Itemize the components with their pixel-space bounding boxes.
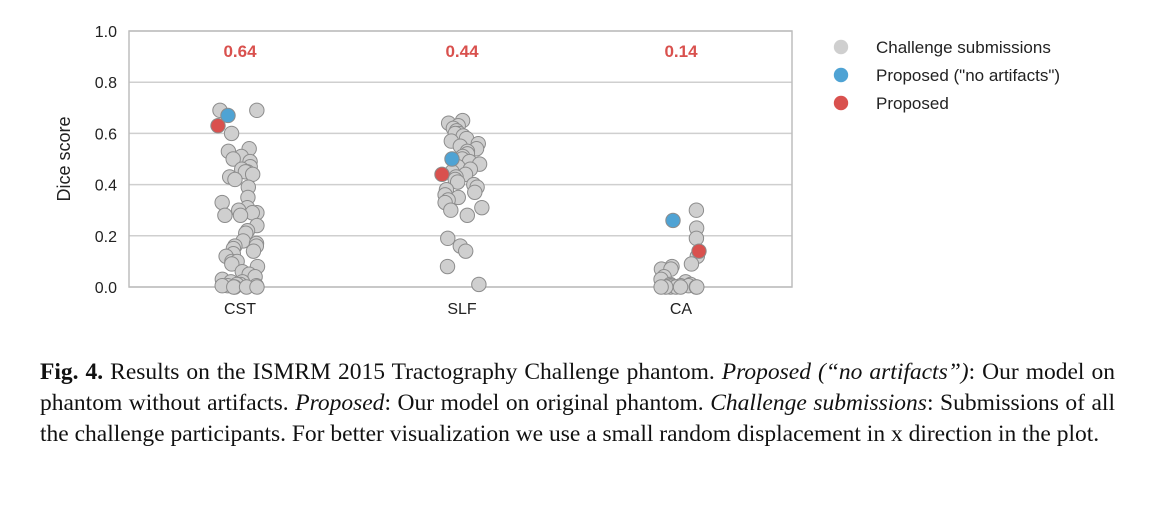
- strip-chart: 0.0 0.2 0.4 0.6 0.8 1.0 Dice score CST SLF CA 0…: [54, 24, 1060, 318]
- legend-label: Proposed ("no artifacts"): [876, 66, 1060, 85]
- challenge-submission-point: [439, 258, 456, 275]
- challenge-submission-point: [443, 202, 459, 218]
- challenge-submission-point: [459, 207, 475, 224]
- challenge-submission-point: [653, 279, 669, 295]
- x-tick-label: SLF: [447, 301, 477, 318]
- challenge-submission-point: [232, 207, 249, 224]
- x-axis: CST SLF CA: [224, 301, 692, 318]
- challenge-submission-point: [689, 279, 705, 295]
- challenge-submission-point: [217, 207, 233, 224]
- caption-text-4: : Submissions of all the challenge parti…: [40, 390, 1115, 447]
- y-tick-label: 0.2: [95, 229, 117, 246]
- challenge-submission-point: [458, 243, 474, 259]
- challenge-submission-point: [214, 194, 230, 211]
- challenge-submission-point: [244, 166, 261, 183]
- proposed-point: [691, 243, 707, 259]
- proposed-point: [210, 118, 226, 134]
- proposed-no-artifacts-point: [444, 151, 460, 167]
- caption-emphasis-1: Proposed (“no artifacts”): [721, 359, 969, 385]
- y-axis-title: Dice score: [54, 116, 74, 201]
- challenge-submission-point: [440, 230, 456, 247]
- challenge-submission-point: [226, 279, 242, 295]
- data-points: [210, 102, 707, 295]
- legend-label: Proposed: [876, 94, 949, 113]
- challenge-submission-point: [449, 174, 466, 190]
- legend-label: Challenge submissions: [876, 38, 1051, 57]
- caption-text-2: : Our model on phantom without artifacts…: [40, 359, 1115, 416]
- median-label: 0.14: [664, 42, 698, 61]
- y-tick-label: 0.0: [95, 280, 117, 297]
- x-tick-label: CST: [224, 301, 256, 318]
- legend: Challenge submissions Proposed ("no artif…: [833, 38, 1060, 113]
- proposed-no-artifacts-point: [665, 212, 681, 229]
- caption-figure-label: Fig. 4.: [40, 359, 104, 385]
- median-label: 0.64: [223, 42, 257, 61]
- y-tick-label: 0.8: [95, 75, 117, 92]
- challenge-submission-point: [225, 151, 241, 167]
- caption-emphasis-2: Proposed: [295, 390, 385, 416]
- challenge-submission-point: [688, 230, 705, 247]
- challenge-submission-point: [471, 276, 487, 293]
- caption-emphasis-3: Challenge submissions: [710, 390, 927, 416]
- legend-marker: [833, 95, 849, 111]
- challenge-submission-point: [224, 256, 240, 272]
- proposed-no-artifacts-point: [220, 107, 236, 124]
- figure-caption: Fig. 4. Results on the ISMRM 2015 Tracto…: [40, 357, 1115, 450]
- challenge-submission-point: [467, 184, 483, 200]
- caption-text-1: Results on the ISMRM 2015 Tractography C…: [103, 359, 722, 385]
- challenge-submission-point: [223, 125, 240, 142]
- median-label: 0.44: [445, 42, 479, 61]
- legend-marker: [833, 39, 849, 55]
- challenge-submission-point: [227, 171, 243, 188]
- y-tick-label: 0.6: [95, 126, 117, 143]
- caption-text-3: : Our model on original phantom.: [384, 390, 711, 416]
- y-tick-label: 1.0: [95, 24, 117, 41]
- legend-marker: [833, 67, 849, 83]
- challenge-submission-point: [249, 102, 265, 119]
- plot-frame: [128, 30, 793, 288]
- challenge-submission-point: [249, 279, 265, 295]
- y-axis: 0.0 0.2 0.4 0.6 0.8 1.0: [95, 24, 117, 297]
- median-labels: 0.64 0.44 0.14: [223, 42, 698, 61]
- challenge-submission-point: [245, 243, 262, 259]
- challenge-submission-point: [688, 202, 705, 218]
- challenge-submission-point: [683, 256, 700, 272]
- x-tick-label: CA: [670, 301, 693, 318]
- y-tick-label: 0.4: [95, 178, 117, 195]
- challenge-submission-point: [672, 279, 689, 295]
- challenge-submission-point: [474, 199, 490, 216]
- proposed-point: [434, 166, 450, 183]
